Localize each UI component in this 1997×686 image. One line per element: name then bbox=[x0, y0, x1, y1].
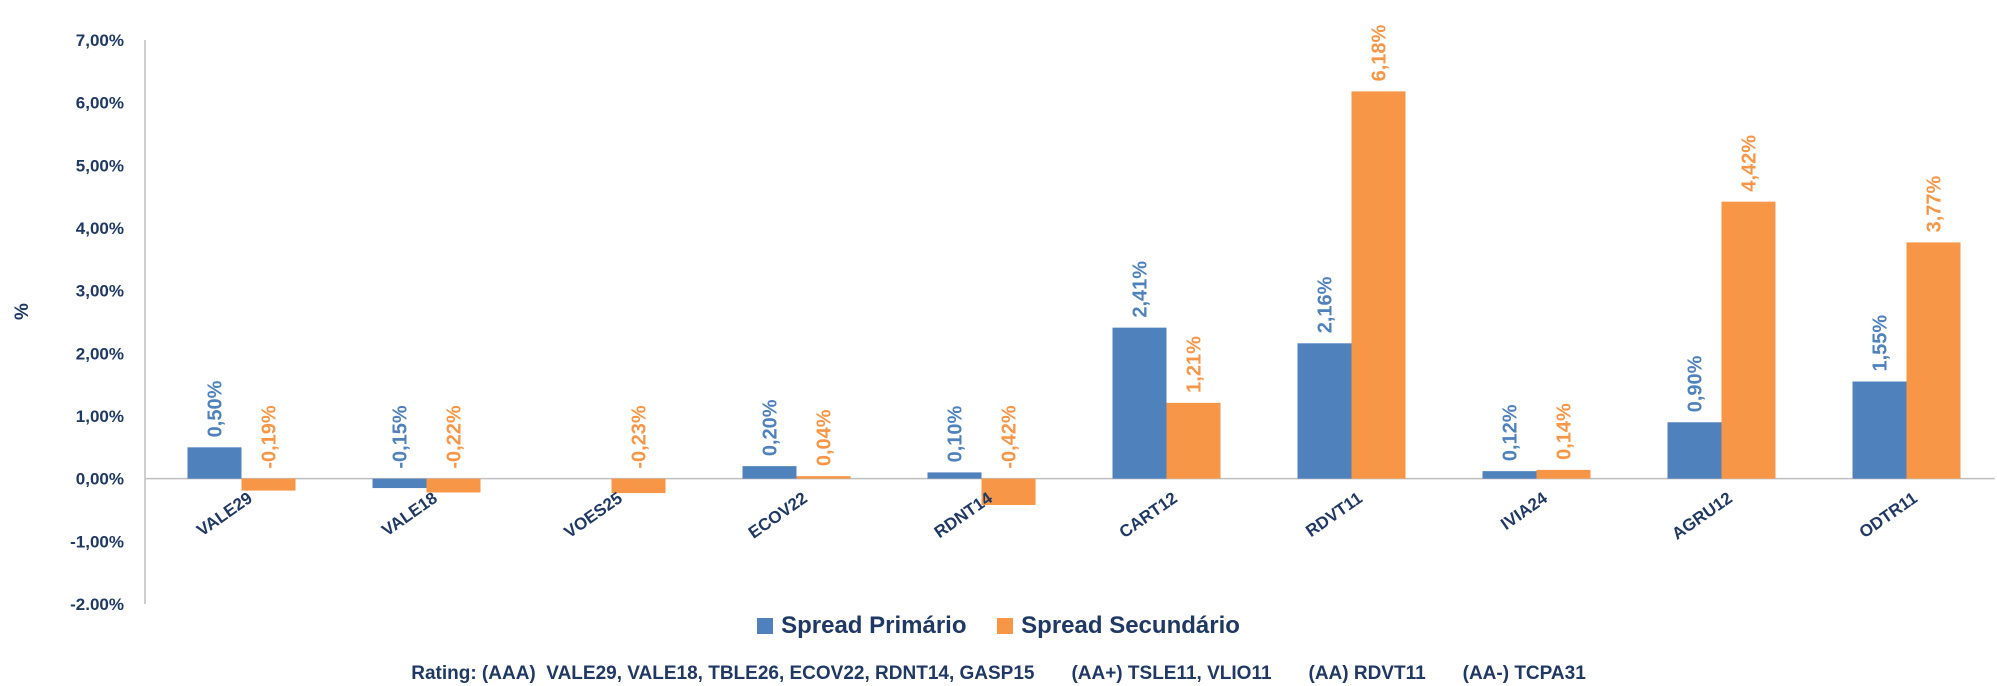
bar-secundario bbox=[1351, 91, 1406, 479]
legend-item-series-2: Spread Secundário bbox=[997, 612, 1240, 640]
y-tick-label: 3,00% bbox=[76, 282, 124, 301]
y-tick-label: 0,00% bbox=[76, 470, 124, 489]
x-category-label: IVIA24 bbox=[1497, 488, 1551, 534]
x-category-label: CART12 bbox=[1116, 488, 1181, 541]
bar-primario bbox=[1667, 422, 1722, 479]
data-label-primario: -0,15% bbox=[390, 405, 412, 469]
x-category-label: ECOV22 bbox=[745, 488, 811, 542]
y-tick-label: -1,00% bbox=[70, 532, 124, 551]
bar-secundario bbox=[611, 478, 666, 494]
y-tick-label: 1,00% bbox=[76, 407, 124, 426]
bar-primario bbox=[1482, 471, 1537, 479]
data-label-secundario: 6,18% bbox=[1369, 24, 1391, 81]
bar-primario bbox=[1297, 343, 1352, 479]
bar-primario bbox=[742, 466, 797, 479]
x-category-label: AGRU12 bbox=[1668, 488, 1735, 543]
data-label-secundario: 1,21% bbox=[1184, 336, 1206, 393]
legend-label-series-1: Spread Primário bbox=[781, 612, 967, 639]
y-tick-label: 7,00% bbox=[76, 31, 124, 50]
data-label-primario: 2,16% bbox=[1315, 276, 1337, 333]
legend-swatch-series-2 bbox=[997, 618, 1014, 634]
bar-secundario bbox=[1906, 242, 1961, 479]
y-tick-label: -2,00% bbox=[70, 595, 124, 610]
y-tick-label: 4,00% bbox=[76, 219, 124, 238]
bar-primario bbox=[372, 478, 427, 489]
legend: Spread Primário Spread Secundário bbox=[0, 612, 1997, 641]
x-category-label: RDNT14 bbox=[931, 488, 997, 542]
bar-primario bbox=[187, 447, 242, 479]
bar-secundario bbox=[1166, 402, 1221, 479]
y-tick-label: 6,00% bbox=[76, 94, 124, 113]
data-label-primario: 2,41% bbox=[1130, 261, 1152, 318]
bar-secundario bbox=[981, 478, 1036, 505]
x-category-label: ODTR11 bbox=[1856, 488, 1921, 542]
x-category-label: RDVT11 bbox=[1302, 488, 1366, 540]
y-axis-label: % bbox=[12, 303, 33, 320]
data-label-secundario: -0,22% bbox=[444, 405, 466, 469]
x-category-label: VOES25 bbox=[561, 488, 626, 542]
data-label-secundario: 3,77% bbox=[1924, 175, 1946, 232]
bar-secundario bbox=[796, 476, 851, 479]
bar-primario bbox=[1112, 327, 1167, 479]
data-label-primario: 1,55% bbox=[1870, 315, 1892, 372]
data-label-primario: 0,50% bbox=[205, 380, 227, 437]
bar-secundario bbox=[1536, 469, 1591, 479]
data-label-primario: 0,90% bbox=[1685, 355, 1707, 412]
legend-swatch-series-1 bbox=[757, 618, 774, 634]
data-label-secundario: -0,42% bbox=[999, 405, 1021, 469]
legend-item-series-1: Spread Primário bbox=[757, 612, 967, 640]
bar-primario bbox=[1852, 381, 1907, 479]
bar-chart: 7,00% 6,00% 5,00% 4,00% 3,00% 2,00% 1,00% 0,00%… bbox=[70, 24, 1995, 610]
bar-primario bbox=[927, 472, 982, 479]
y-tick-label: 5,00% bbox=[76, 156, 124, 175]
rating-footnote: Rating: (AAA) VALE29, VALE18, TBLE26, EC… bbox=[411, 663, 1586, 684]
bar-secundario bbox=[426, 478, 481, 493]
data-label-primario: 0,20% bbox=[760, 399, 782, 456]
data-label-secundario: -0,19% bbox=[259, 405, 281, 469]
data-label-secundario: 4,42% bbox=[1739, 135, 1761, 192]
data-label-primario: 0,12% bbox=[1500, 404, 1522, 461]
data-label-secundario: 0,04% bbox=[814, 409, 836, 466]
data-label-primario: 0,10% bbox=[945, 405, 967, 462]
bar-secundario bbox=[241, 478, 296, 491]
y-tick-label: 2,00% bbox=[76, 344, 124, 363]
data-label-secundario: -0,23% bbox=[629, 405, 651, 469]
bar-secundario bbox=[1721, 201, 1776, 479]
legend-label-series-2: Spread Secundário bbox=[1021, 612, 1240, 639]
data-label-secundario: 0,14% bbox=[1554, 403, 1576, 460]
x-category-label: VALE29 bbox=[193, 488, 256, 540]
x-category-label: VALE18 bbox=[378, 488, 441, 540]
